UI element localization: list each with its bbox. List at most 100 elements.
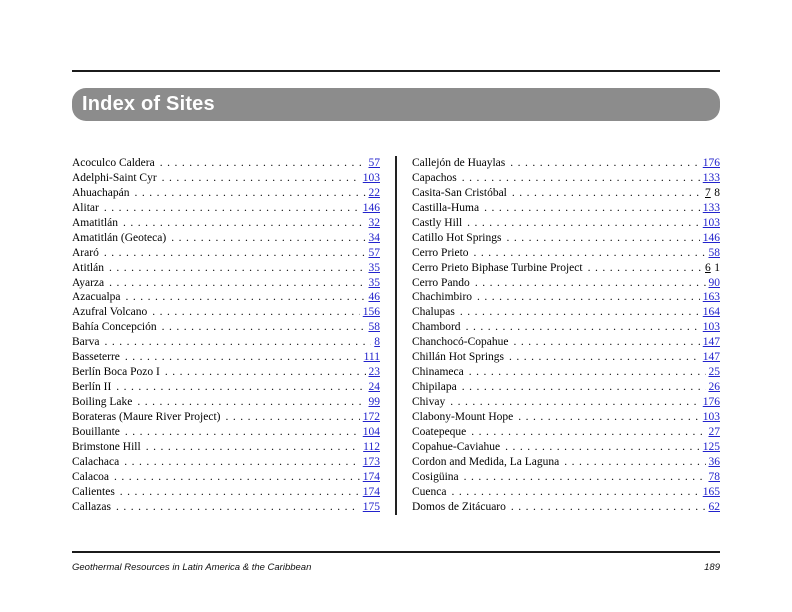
page-number-link[interactable]: 58 (368, 321, 381, 334)
page-number-link[interactable]: 57 (368, 246, 381, 259)
footer-book-title: Geothermal Resources in Latin America & … (72, 562, 312, 573)
dot-leader (116, 500, 360, 515)
page-number-link[interactable]: 26 (708, 381, 721, 394)
top-horizontal-rule (72, 70, 720, 72)
dot-leader (120, 485, 360, 500)
site-name: Atitlán (72, 261, 104, 274)
page-number-link[interactable]: 27 (708, 425, 721, 438)
page-title: Index of Sites (82, 93, 215, 115)
site-name: Chachimbiro (412, 291, 473, 304)
index-entry: Chinameca 25 (412, 365, 720, 380)
page-number-link[interactable]: 23 (368, 366, 381, 379)
dot-leader (109, 276, 365, 291)
index-entry: Berlín II 24 (72, 380, 380, 395)
site-name: Chambord (412, 321, 461, 334)
index-entry: Coatepeque 27 (412, 425, 720, 440)
page-number-link[interactable]: 133 (702, 201, 720, 214)
site-name: Azufral Volcano (72, 306, 148, 319)
page-number-link[interactable]: 163 (702, 291, 720, 304)
page-number-link[interactable]: 176 (702, 157, 720, 169)
site-name: Ayarza (72, 276, 105, 289)
page-number-link[interactable]: 133 (702, 171, 720, 184)
page-number-link[interactable]: 62 (708, 500, 721, 513)
page-number-link[interactable]: 147 (702, 336, 720, 349)
page-number-link[interactable]: 164 (702, 306, 720, 319)
site-name: Calachaca (72, 455, 120, 468)
dot-leader (225, 410, 359, 425)
page-number-link[interactable]: 99 (368, 396, 381, 408)
page-number-link[interactable]: 172 (362, 410, 380, 423)
page-number-link[interactable]: 58 (708, 246, 721, 259)
page-number-link[interactable]: 175 (362, 500, 380, 513)
page-number-link[interactable]: 147 (702, 351, 720, 364)
dot-leader (564, 455, 705, 470)
page-number-link[interactable]: 103 (702, 216, 720, 229)
dot-leader (160, 156, 366, 171)
dot-leader (165, 365, 366, 380)
page-number-link[interactable]: 165 (702, 485, 720, 498)
site-name: Catillo Hot Springs (412, 231, 502, 244)
page-number-link[interactable]: 34 (368, 231, 381, 244)
page-number-link[interactable]: 24 (368, 381, 381, 394)
page-number-link[interactable]: 36 (708, 455, 721, 468)
page-number-link[interactable]: 22 (368, 186, 381, 199)
index-entry: Azacualpa 46 (72, 290, 380, 305)
dot-leader (451, 485, 699, 500)
page-number-link[interactable]: 57 (368, 157, 381, 169)
dot-leader (171, 231, 365, 246)
page-number-link[interactable]: 90 (708, 276, 721, 289)
dot-leader (114, 470, 360, 485)
page-number-link[interactable]: 78 (708, 470, 721, 483)
index-entry: Bahía Concepción 58 (72, 320, 380, 335)
page-number-link[interactable]: 8 (374, 336, 380, 349)
dot-leader (124, 455, 360, 470)
dot-leader (506, 231, 699, 246)
dot-leader (505, 440, 700, 455)
page-number-link[interactable]: 35 (368, 276, 381, 289)
page-number-link[interactable]: 103 (702, 410, 720, 423)
page-footer: Geothermal Resources in Latin America & … (72, 562, 720, 573)
page-number-link[interactable]: 176 (702, 396, 720, 408)
site-name: Boiling Lake (72, 396, 133, 408)
page-number-link[interactable]: 174 (362, 470, 380, 483)
dot-leader (104, 335, 371, 350)
page-number-link[interactable]: 32 (368, 216, 381, 229)
index-entry: Araró 57 (72, 246, 380, 261)
page-number-link[interactable]: 46 (368, 291, 381, 304)
index-entry: Bouillante 104 (72, 425, 380, 440)
page-number-link[interactable]: 112 (363, 440, 380, 453)
dot-leader (466, 320, 700, 335)
site-name: Araró (72, 246, 99, 259)
site-name: Castly Hill (412, 216, 463, 229)
page-number-link[interactable]: 104 (362, 425, 380, 438)
page-number-link[interactable]: 25 (708, 366, 721, 379)
dot-leader (518, 410, 699, 425)
page-number-link[interactable]: 146 (702, 231, 720, 244)
page-number-link[interactable]: 173 (362, 455, 380, 468)
index-entry: Berlín Boca Pozo I 23 (72, 365, 380, 380)
index-entry: Amatitlán 32 (72, 216, 380, 231)
dot-leader (588, 261, 702, 276)
index-entry: Borateras (Maure River Project) 172 (72, 410, 380, 425)
page-number-link[interactable]: 174 (362, 485, 380, 498)
page-number-link[interactable]: 111 (363, 351, 380, 364)
dot-leader (464, 470, 706, 485)
dot-leader (513, 335, 699, 350)
index-entry: Alitar 146 (72, 201, 380, 216)
page-number-link[interactable]: 103 (702, 321, 720, 334)
page-number-link[interactable]: 156 (362, 306, 380, 319)
index-entry: Adelphi-Saint Cyr 103 (72, 171, 380, 186)
site-name: Castilla-Huma (412, 201, 480, 214)
page-number-link[interactable]: 125 (702, 440, 720, 453)
page-number-link[interactable]: 35 (368, 261, 381, 274)
index-column-left: Acoculco Caldera 57 Adelphi-Saint Cyr 103 Ah… (72, 156, 380, 515)
site-name: Calientes (72, 485, 115, 498)
site-name: Clabony-Mount Hope (412, 410, 514, 423)
site-name: Ahuachapán (72, 186, 130, 199)
page-number-link[interactable]: 103 (362, 171, 380, 184)
page-number-link[interactable]: 146 (362, 201, 380, 214)
dot-leader (462, 380, 706, 395)
